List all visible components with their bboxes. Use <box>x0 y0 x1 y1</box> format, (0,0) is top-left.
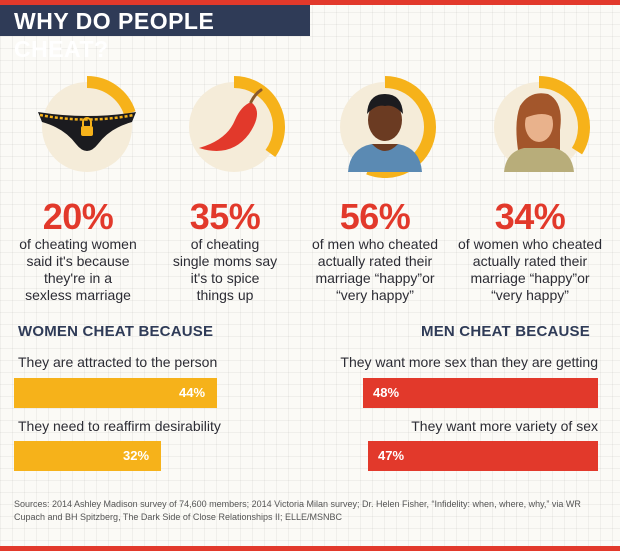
top-accent-stripe <box>0 0 620 5</box>
women-reason-label: They are attracted to the person <box>18 354 218 370</box>
stat-description: of cheating women said it's because they… <box>19 236 137 303</box>
women-reason-label: They need to reaffirm desirability <box>18 418 221 434</box>
bar-fill <box>368 441 598 471</box>
men-reason-label: They want more variety of sex <box>411 418 598 434</box>
bar-fill <box>14 378 217 408</box>
stat-value: 20% <box>42 196 114 237</box>
men-reason-label: They want more sex than they are getting <box>340 354 598 370</box>
women-cheat-heading: WOMEN CHEAT BECAUSE <box>18 323 214 340</box>
stat-description: of women who cheated actually rated thei… <box>458 236 602 303</box>
bottom-accent-stripe <box>0 546 620 551</box>
stat-ring-3 <box>494 76 590 172</box>
man-icon <box>320 72 450 182</box>
stat-value: 56% <box>339 196 411 237</box>
stat-description: of men who cheated actually rated their … <box>311 236 439 303</box>
woman-icon <box>474 72 604 182</box>
stat-description: of cheating single moms say it's to spic… <box>172 236 278 303</box>
stat-women-happy: 34% of women who cheated actually rated … <box>455 196 605 304</box>
bar-value-label: 47% <box>378 448 405 463</box>
men-bar-1: 47% <box>348 441 598 471</box>
bar-fill <box>363 378 598 408</box>
women-bar-1: 32% <box>14 441 249 471</box>
bar-value-label: 32% <box>123 448 150 463</box>
bar-fill <box>14 441 161 471</box>
women-bar-0: 44% <box>14 378 249 408</box>
men-bar-0: 48% <box>348 378 598 408</box>
men-cheat-heading: MEN CHEAT BECAUSE <box>421 323 590 340</box>
stat-ring-2 <box>340 76 436 178</box>
stat-value: 35% <box>189 196 261 237</box>
bar-value-label: 44% <box>179 385 206 400</box>
header-banner: WHY DO PEOPLE CHEAT? <box>0 5 310 62</box>
stat-value: 34% <box>494 196 566 237</box>
page-title: WHY DO PEOPLE CHEAT? <box>14 8 215 62</box>
bar-value-label: 48% <box>373 385 400 400</box>
stat-women-sexless: 20% of cheating women said it's because … <box>3 196 153 304</box>
stat-men-happy: 56% of men who cheated actually rated th… <box>300 196 450 304</box>
stat-single-moms: 35% of cheating single moms say it's to … <box>150 196 300 304</box>
lingerie-icon <box>22 72 152 182</box>
chili-pepper-icon <box>169 72 299 182</box>
sources-footnote: Sources: 2014 Ashley Madison survey of 7… <box>14 499 581 522</box>
stat-ring-1 <box>189 76 285 172</box>
stat-ring-0 <box>38 76 136 172</box>
